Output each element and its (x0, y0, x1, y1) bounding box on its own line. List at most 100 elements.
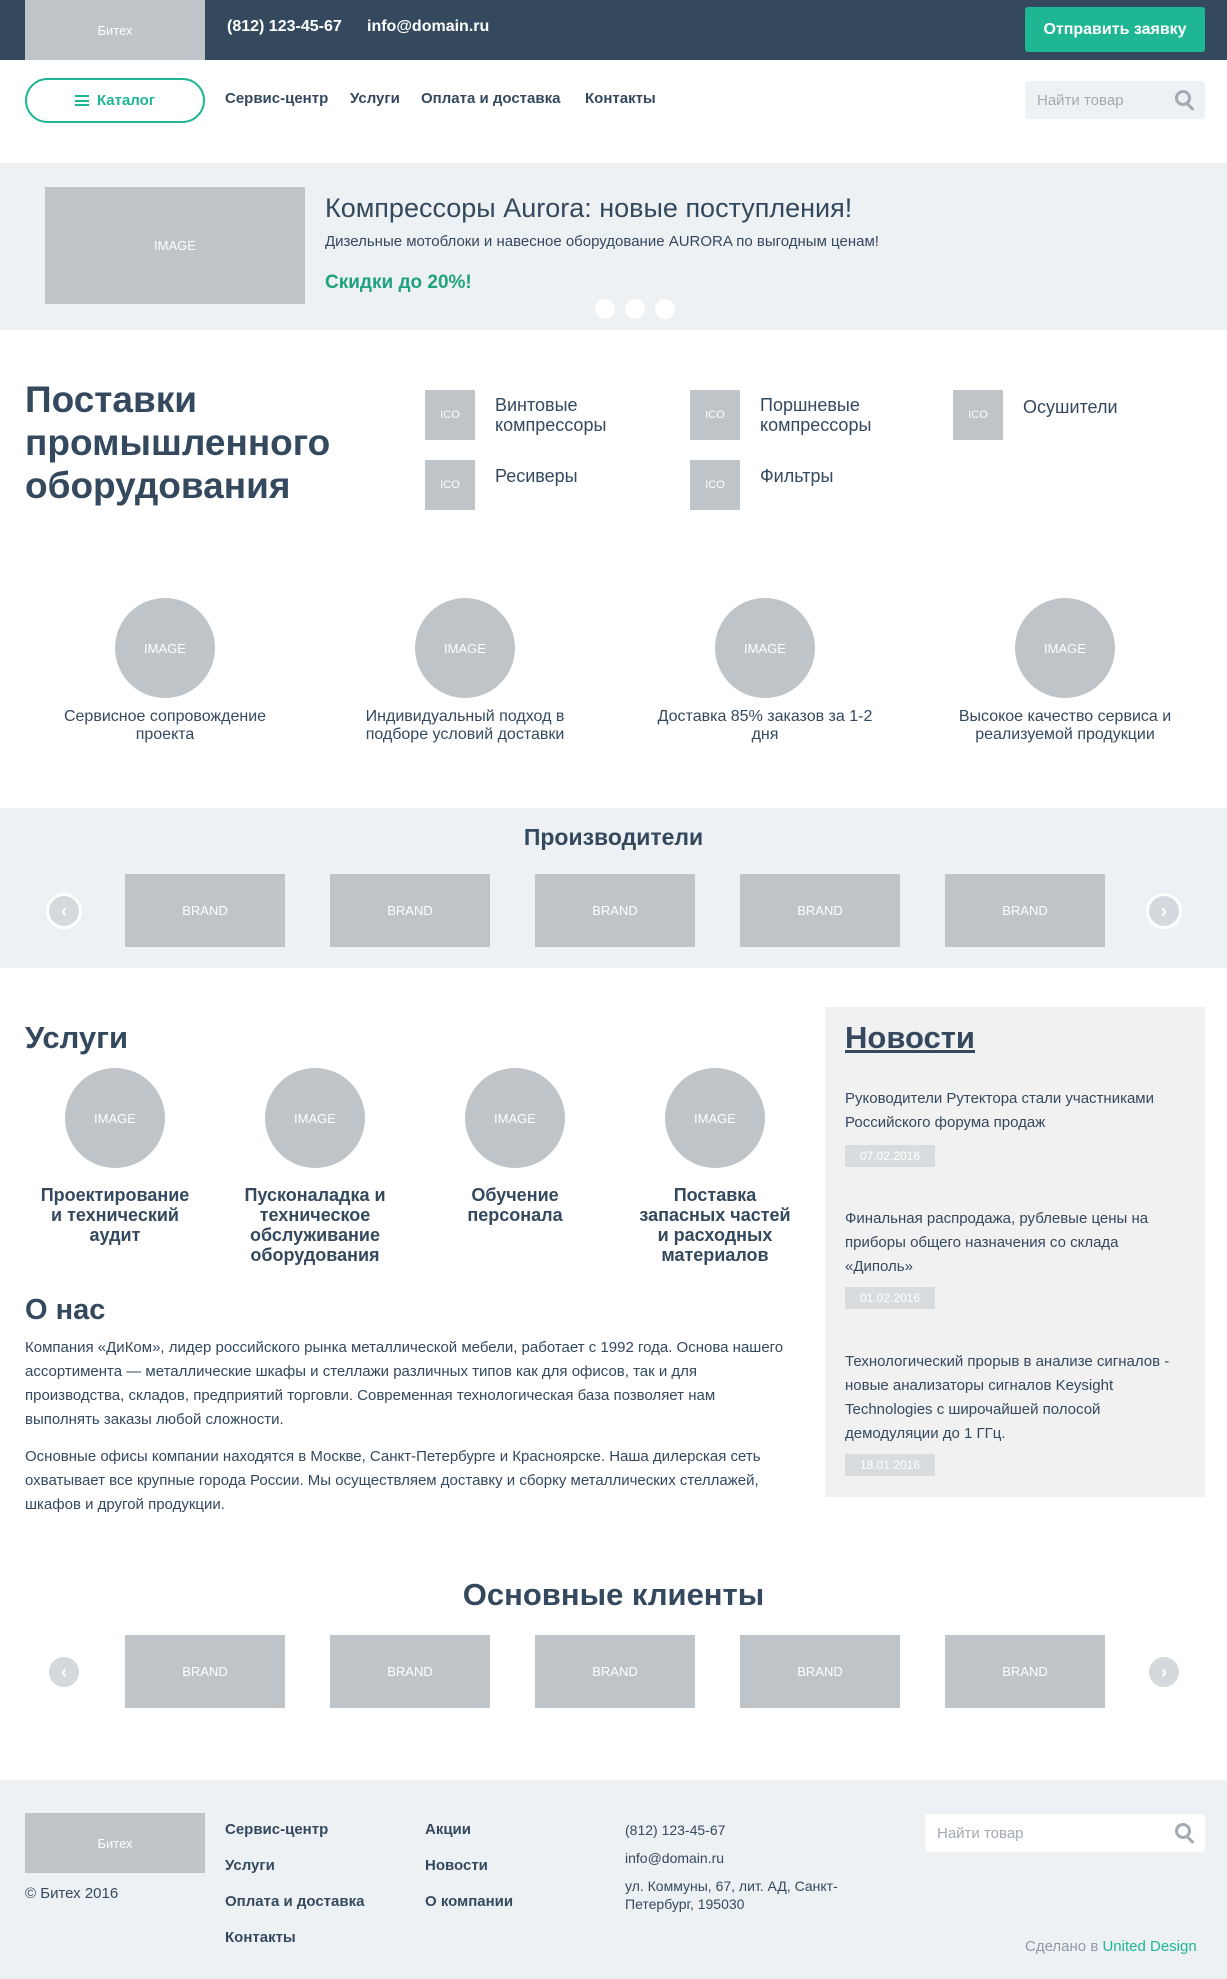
footer-link-payment-delivery[interactable]: Оплата и доставка (225, 1893, 365, 1910)
news-date: 01.02.2016 (845, 1287, 935, 1309)
feature-image: IMAGE (415, 598, 515, 698)
hero-title: Компрессоры Aurora: новые поступления! (325, 193, 853, 223)
hero-image-label: IMAGE (154, 238, 196, 253)
feature-image-label: IMAGE (744, 640, 786, 656)
footer-search-input[interactable]: Найти товар (925, 1814, 1205, 1852)
client-logo[interactable]: BRAND (535, 1635, 695, 1708)
service-image-label: IMAGE (494, 1110, 536, 1126)
category-icon-label: ICO (968, 409, 988, 421)
category-icon-label: ICO (705, 479, 725, 491)
made-by: Сделано в United Design (1025, 1938, 1197, 1955)
service-training[interactable]: Обучение персонала (467, 1185, 563, 1225)
client-logo[interactable]: BRAND (330, 1635, 490, 1708)
footer-link-service-center[interactable]: Сервис-центр (225, 1821, 329, 1838)
news-item[interactable]: Руководители Рутектора стали участниками… (845, 1090, 1155, 1131)
logo[interactable]: Битех (25, 0, 205, 60)
search-input[interactable]: Найти товар (1025, 81, 1205, 119)
service-image-label: IMAGE (694, 1110, 736, 1126)
category-receivers[interactable]: Ресиверы (495, 466, 578, 486)
category-screw-compressors[interactable]: Винтовые компрессоры (495, 395, 607, 435)
feature-image: IMAGE (115, 598, 215, 698)
footer-link-news[interactable]: Новости (425, 1857, 488, 1874)
search-placeholder: Найти товар (1037, 92, 1124, 109)
feature-image-label: IMAGE (144, 640, 186, 656)
news-item[interactable]: Финальная распродажа, рублевые цены на п… (845, 1210, 1149, 1275)
news-title[interactable]: Новости (845, 1020, 975, 1055)
client-logo[interactable]: BRAND (945, 1635, 1105, 1708)
chevron-right-icon[interactable]: › (1146, 893, 1182, 929)
brand-logo[interactable]: BRAND (535, 874, 695, 947)
service-design-audit[interactable]: Проектирование и технический аудит (40, 1185, 190, 1245)
chevron-left-icon[interactable]: ‹ (46, 1654, 82, 1690)
header-email[interactable]: info@domain.ru (367, 18, 490, 35)
footer-email[interactable]: info@domain.ru (625, 1850, 725, 1866)
service-spare-parts[interactable]: Поставка запасных частей и расходных мат… (639, 1185, 791, 1265)
footer-phone[interactable]: (812) 123-45-67 (625, 1822, 726, 1838)
hero-subtitle: Дизельные мотоблоки и навесное оборудова… (325, 233, 879, 250)
brand-logo[interactable]: BRAND (740, 874, 900, 947)
feature-image: IMAGE (1015, 598, 1115, 698)
producers-title: Производители (523, 824, 704, 850)
slider-dot[interactable] (655, 299, 675, 319)
slider-dot[interactable] (595, 299, 615, 319)
slider-dot-active[interactable] (625, 299, 645, 319)
footer-search-placeholder: Найти товар (937, 1825, 1024, 1842)
feature-text: Доставка 85% заказов за 1-2 дня (657, 708, 873, 743)
header-phone[interactable]: (812) 123-45-67 (227, 18, 342, 35)
client-logo[interactable]: BRAND (740, 1635, 900, 1708)
service-image: IMAGE (665, 1068, 765, 1168)
logo-text: Битех (97, 22, 133, 38)
footer-logo-text: Битех (97, 1835, 133, 1851)
category-icon: ICO (425, 390, 475, 440)
footer-link-promotions[interactable]: Акции (425, 1821, 472, 1838)
search-icon[interactable] (1175, 1823, 1191, 1839)
category-filters[interactable]: Фильтры (760, 466, 834, 486)
category-icon-label: ICO (705, 409, 725, 421)
feature-image-label: IMAGE (1044, 640, 1086, 656)
feature-image: IMAGE (715, 598, 815, 698)
client-logo[interactable]: BRAND (125, 1635, 285, 1708)
chevron-left-icon[interactable]: ‹ (46, 893, 82, 929)
supplies-title: Поставки промышленного оборудования (25, 379, 331, 506)
news-date: 18.01.2016 (845, 1454, 935, 1476)
send-request-button[interactable]: Отправить заявку (1025, 7, 1205, 52)
service-image: IMAGE (65, 1068, 165, 1168)
category-piston-compressors[interactable]: Поршневые компрессоры (760, 395, 872, 435)
service-image-label: IMAGE (294, 1110, 336, 1126)
category-icon: ICO (690, 390, 740, 440)
search-icon[interactable] (1175, 90, 1191, 106)
hamburger-icon (74, 95, 89, 106)
chevron-right-icon[interactable]: › (1146, 1654, 1182, 1690)
feature-text: Сервисное сопровождение проекта (63, 708, 267, 743)
footer-link-services[interactable]: Услуги (225, 1857, 275, 1874)
brand-logo[interactable]: BRAND (945, 874, 1105, 947)
about-paragraph: Компания «ДиКом», лидер российского рынк… (25, 1339, 784, 1428)
catalog-button[interactable]: Каталог (25, 78, 205, 123)
brand-logo[interactable]: BRAND (125, 874, 285, 947)
footer-logo[interactable]: Битех (25, 1813, 205, 1873)
news-item[interactable]: Технологический прорыв в анализе сигнало… (845, 1353, 1170, 1442)
nav-link-payment-delivery[interactable]: Оплата и доставка (421, 90, 561, 107)
category-icon: ICO (953, 390, 1003, 440)
hero-promo: Скидки до 20%! (325, 272, 472, 293)
nav-link-contacts[interactable]: Контакты (585, 90, 656, 107)
about-paragraph: Основные офисы компании находятся в Моск… (25, 1448, 761, 1513)
category-icon-label: ICO (440, 479, 460, 491)
category-icon: ICO (690, 460, 740, 510)
nav-link-services[interactable]: Услуги (350, 90, 400, 107)
catalog-button-label: Каталог (96, 92, 156, 109)
feature-text: Индивидуальный подход в подборе условий … (365, 708, 565, 743)
category-dryers[interactable]: Осушители (1023, 397, 1118, 417)
made-by-prefix: Сделано в (1025, 1938, 1099, 1955)
services-title: Услуги (25, 1020, 129, 1055)
news-date: 07.02.2016 (845, 1145, 935, 1167)
service-commissioning[interactable]: Пусконаладка и техническое обслуживание … (244, 1185, 386, 1265)
news-panel (825, 1007, 1205, 1497)
feature-text: Высокое качество сервиса и реализуемой п… (958, 708, 1172, 743)
footer-link-about[interactable]: О компании (425, 1893, 514, 1910)
nav-link-service-center[interactable]: Сервис-центр (225, 90, 329, 107)
footer-link-contacts[interactable]: Контакты (225, 1929, 296, 1946)
about-title: О нас (25, 1294, 106, 1326)
brand-logo[interactable]: BRAND (330, 874, 490, 947)
made-by-link[interactable]: United Design (1102, 1938, 1197, 1955)
